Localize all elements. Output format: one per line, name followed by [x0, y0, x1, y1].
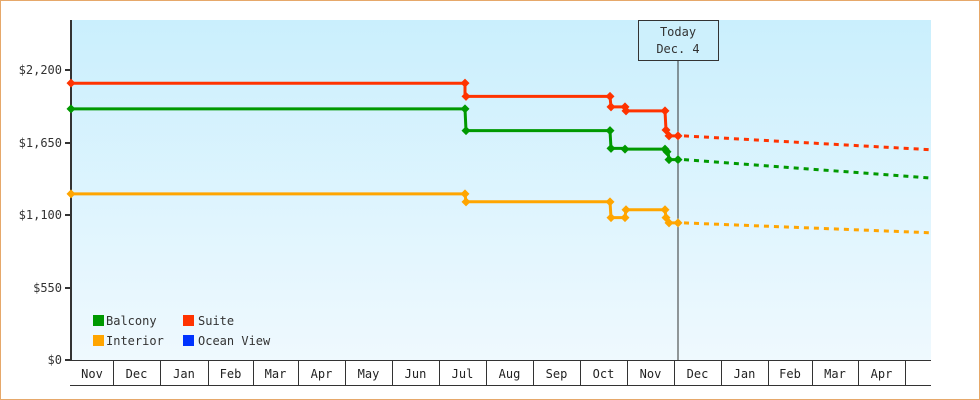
- data-point-balcony[interactable]: [664, 155, 674, 165]
- month-label: Nov: [640, 367, 662, 381]
- month-label: Dec: [126, 367, 148, 381]
- data-point-balcony[interactable]: [606, 143, 616, 153]
- data-point-interior[interactable]: [620, 213, 630, 223]
- today-box: [638, 20, 719, 61]
- plot-area: [71, 20, 931, 360]
- data-point-interior[interactable]: [664, 218, 674, 228]
- data-point-suite[interactable]: [460, 78, 470, 88]
- data-point-balcony[interactable]: [662, 147, 672, 157]
- forecast-line-balcony: [683, 158, 932, 180]
- today-date: Dec. 4: [656, 42, 699, 56]
- month-label: Aug: [499, 367, 521, 381]
- month-label: Feb: [220, 367, 242, 381]
- data-point-interior[interactable]: [673, 218, 683, 228]
- month-label: Mar: [265, 367, 287, 381]
- month-label: Jun: [405, 367, 427, 381]
- y-tick-label: $0: [48, 353, 62, 367]
- data-point-suite[interactable]: [673, 131, 683, 141]
- month-label: Sep: [546, 367, 568, 381]
- data-point-interior[interactable]: [606, 213, 616, 223]
- month-label: Dec: [687, 367, 709, 381]
- data-point-interior[interactable]: [660, 205, 670, 215]
- month-label: Nov: [81, 367, 103, 381]
- month-label: Jan: [173, 367, 195, 381]
- legend-label-interior: Interior: [106, 334, 164, 348]
- legend-label-suite: Suite: [198, 314, 234, 328]
- month-label: Jan: [734, 367, 756, 381]
- data-point-interior[interactable]: [460, 189, 470, 199]
- data-point-balcony[interactable]: [460, 104, 470, 114]
- forecast-line-suite: [683, 134, 932, 152]
- data-point-interior[interactable]: [66, 189, 76, 199]
- data-point-suite[interactable]: [461, 91, 471, 101]
- y-tick-label: $1,100: [19, 208, 62, 222]
- month-label: Mar: [824, 367, 846, 381]
- legend-swatch-interior: [93, 335, 104, 346]
- legend-swatch-balcony: [93, 315, 104, 326]
- month-label: Apr: [871, 367, 893, 381]
- data-point-suite[interactable]: [66, 78, 76, 88]
- today-marker: Today Dec. 4: [638, 20, 719, 360]
- data-point-balcony[interactable]: [461, 126, 471, 136]
- legend-swatch-ocean-view: [183, 335, 194, 346]
- month-label: Apr: [311, 367, 333, 381]
- month-label: May: [358, 367, 380, 381]
- data-point-suite[interactable]: [606, 102, 616, 112]
- data-point-interior[interactable]: [461, 197, 471, 207]
- data-point-balcony[interactable]: [620, 144, 630, 154]
- data-point-suite[interactable]: [664, 131, 674, 141]
- month-label: Oct: [593, 367, 615, 381]
- y-tick-label: $1,650: [19, 136, 62, 150]
- x-axis-months: Nov Dec Jan Feb Mar Apr May Jun Jul Aug Sep Oct Nov D…: [70, 360, 931, 386]
- y-axis: $0 $550 $1,100 $1,650 $2,200: [19, 20, 72, 367]
- y-tick-label: $2,200: [19, 63, 62, 77]
- data-point-interior[interactable]: [621, 205, 631, 215]
- forecast-line-interior: [683, 221, 932, 235]
- legend-label-ocean-view: Ocean View: [198, 334, 271, 348]
- data-point-balcony[interactable]: [605, 126, 615, 136]
- legend: Balcony Suite Interior Ocean View: [93, 314, 271, 348]
- data-point-suite[interactable]: [621, 106, 631, 116]
- series-lines: [66, 78, 932, 235]
- data-point-balcony[interactable]: [673, 155, 683, 165]
- legend-swatch-suite: [183, 315, 194, 326]
- legend-label-balcony: Balcony: [106, 314, 157, 328]
- data-point-suite[interactable]: [660, 106, 670, 116]
- data-point-balcony[interactable]: [66, 104, 76, 114]
- data-point-interior[interactable]: [605, 197, 615, 207]
- y-tick-label: $550: [33, 281, 62, 295]
- data-point-suite[interactable]: [605, 91, 615, 101]
- month-label: Feb: [779, 367, 801, 381]
- month-label: Jul: [452, 367, 474, 381]
- today-label: Today: [660, 25, 696, 39]
